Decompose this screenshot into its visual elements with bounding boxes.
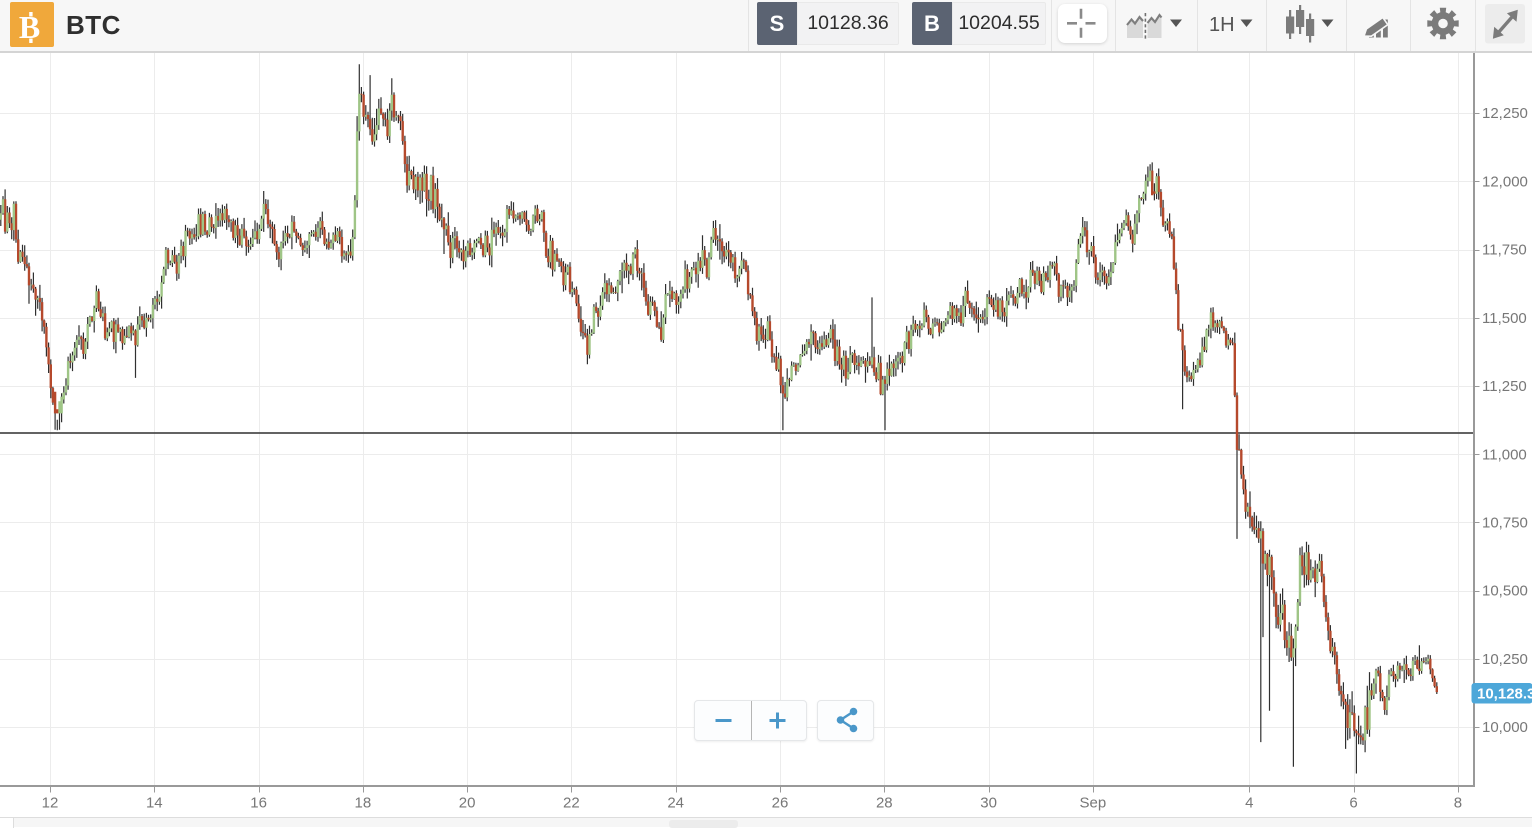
svg-text:10,500: 10,500 bbox=[1482, 583, 1528, 600]
svg-text:10,250: 10,250 bbox=[1482, 651, 1528, 668]
svg-text:12,000: 12,000 bbox=[1482, 173, 1528, 190]
svg-text:11,750: 11,750 bbox=[1482, 242, 1527, 259]
svg-text:26: 26 bbox=[772, 795, 789, 812]
svg-text:10,750: 10,750 bbox=[1482, 515, 1528, 532]
svg-text:10,128.36: 10,128.36 bbox=[1477, 686, 1532, 703]
svg-text:30: 30 bbox=[980, 795, 997, 812]
svg-text:12: 12 bbox=[42, 795, 59, 812]
svg-text:11,500: 11,500 bbox=[1482, 310, 1527, 327]
svg-text:10,000: 10,000 bbox=[1482, 719, 1528, 736]
svg-text:11,250: 11,250 bbox=[1482, 378, 1527, 395]
svg-text:20: 20 bbox=[459, 795, 476, 812]
svg-text:4: 4 bbox=[1245, 795, 1253, 812]
svg-text:8: 8 bbox=[1454, 795, 1462, 812]
svg-text:14: 14 bbox=[146, 795, 163, 812]
svg-text:12,250: 12,250 bbox=[1482, 105, 1528, 122]
svg-text:18: 18 bbox=[355, 795, 372, 812]
svg-text:24: 24 bbox=[667, 795, 684, 812]
svg-text:6: 6 bbox=[1349, 795, 1357, 812]
svg-text:11,000: 11,000 bbox=[1482, 446, 1527, 463]
svg-text:16: 16 bbox=[250, 795, 267, 812]
svg-text:22: 22 bbox=[563, 795, 580, 812]
svg-text:Sep: Sep bbox=[1080, 795, 1107, 812]
svg-text:28: 28 bbox=[876, 795, 893, 812]
